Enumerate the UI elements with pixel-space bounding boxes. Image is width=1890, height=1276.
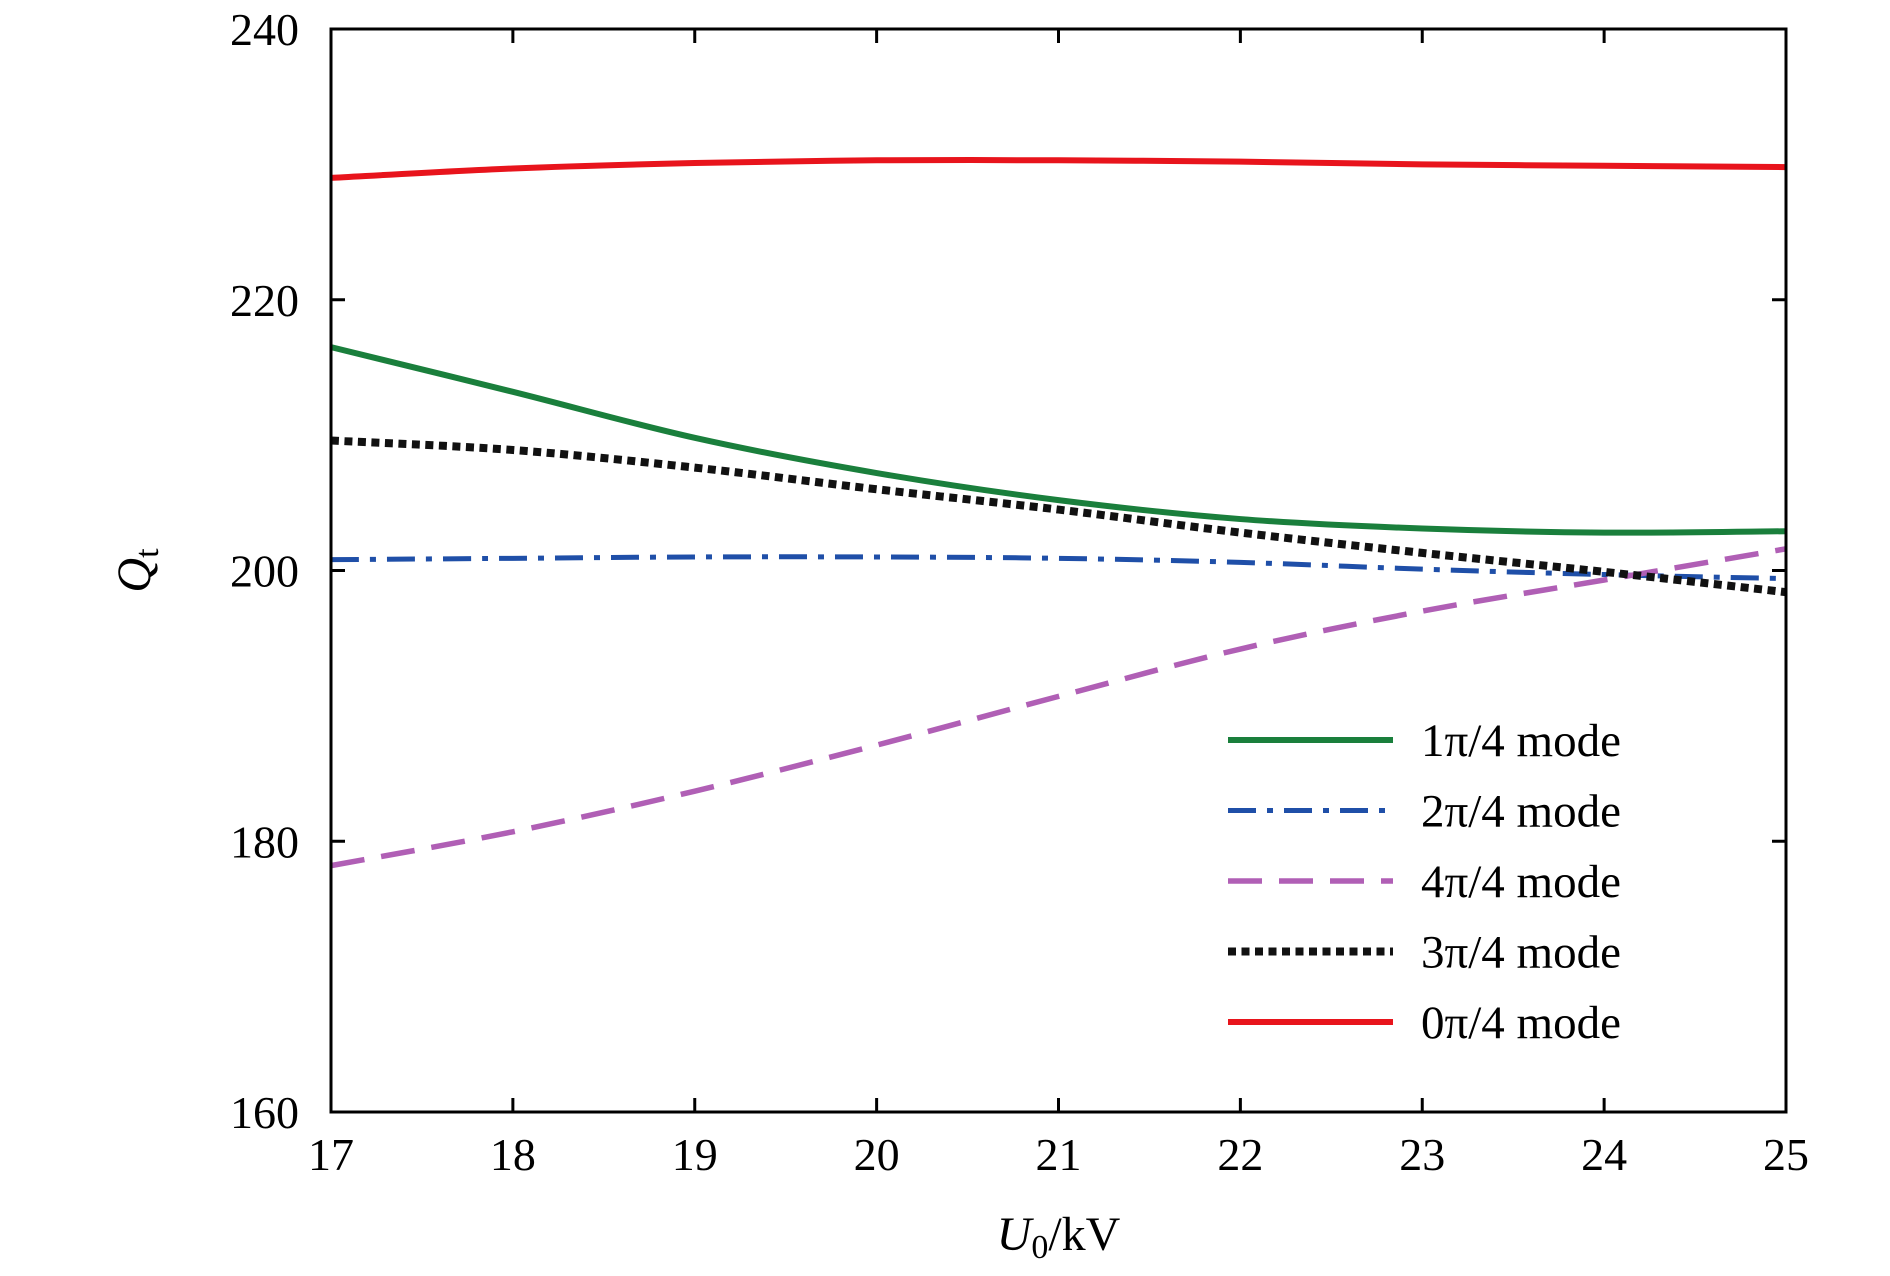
series-line-2pi-4-mode [330,554,1787,582]
legend: 1π/4 mode 2π/4 mode 4π/4 mode 3π/4 mode 0π/4… [1228,715,1621,1049]
x-tick-label: 23 [1399,1129,1445,1180]
series-line-0pi-4-mode [330,157,1787,181]
y-tick-label: 200 [230,546,299,597]
x-tick-label: 17 [308,1129,354,1180]
x-tick-label: 25 [1763,1129,1809,1180]
x-axis-label-sub: 0 [1031,1229,1048,1266]
y-axis-label-sub: t [129,548,166,558]
legend-item-2pi-4-mode: 2π/4 mode [1228,786,1621,838]
x-axis-label-unit: /kV [1048,1208,1120,1261]
x-axis-label-main: U [997,1208,1035,1261]
x-tick-label: 20 [854,1129,900,1180]
legend-label: 0π/4 mode [1421,997,1621,1049]
x-axis-label: U0/kV [997,1208,1121,1266]
x-tick-label: 21 [1036,1129,1082,1180]
x-tick-label: 24 [1581,1129,1627,1180]
y-tick-label: 180 [230,816,299,867]
x-tick-label: 22 [1217,1129,1263,1180]
legend-label: 2π/4 mode [1421,786,1621,838]
series-line-3pi-4-mode [330,436,1787,597]
legend-label: 4π/4 mode [1421,856,1621,908]
y-tick-label: 220 [230,275,299,326]
x-tick-label: 19 [672,1129,718,1180]
y-tick-label: 240 [230,4,299,55]
x-tick-label: 18 [490,1129,536,1180]
y-tick-label: 160 [230,1087,299,1138]
legend-item-3pi-4-mode: 3π/4 mode [1228,927,1621,979]
series-line-4pi-4-mode [330,546,1787,869]
series-layer [330,157,1787,869]
legend-item-4pi-4-mode: 4π/4 mode [1228,856,1621,908]
legend-label: 1π/4 mode [1421,715,1621,767]
legend-item-0pi-4-mode: 0π/4 mode [1228,997,1621,1049]
axis-ticks: 17 18 19 20 21 22 23 24 25 160 180 200 220 240 [230,4,1809,1180]
y-axis-label: Qt [108,548,166,593]
legend-label: 3π/4 mode [1421,927,1621,979]
y-axis-label-main: Q [108,558,161,593]
series-line-1pi-4-mode [330,344,1787,536]
legend-item-1pi-4-mode: 1π/4 mode [1228,715,1621,767]
